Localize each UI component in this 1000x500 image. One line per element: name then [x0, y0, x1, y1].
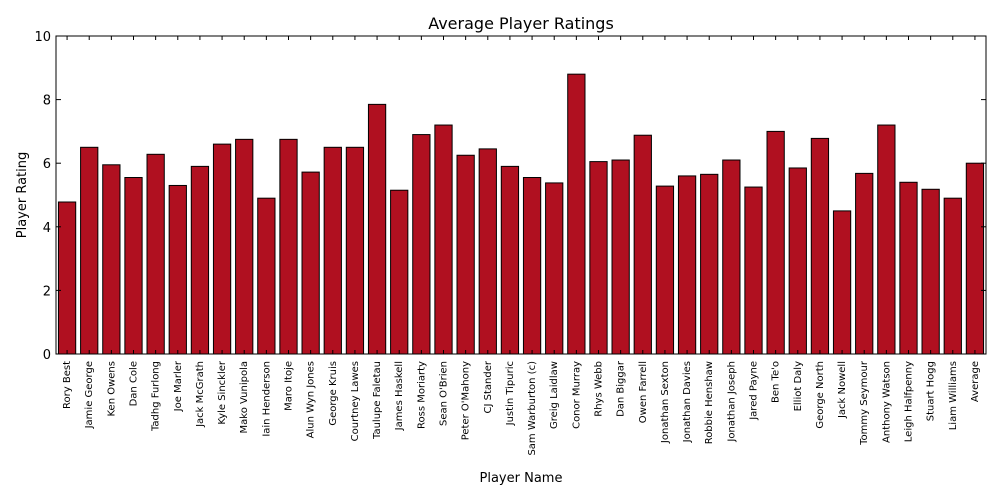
- bar-maro-itoje: [279, 138, 298, 355]
- bar-taulupe-faletau: [367, 103, 387, 355]
- x-axis-label: Player Name: [480, 471, 563, 486]
- bar-owen-farrell: [633, 134, 652, 355]
- x-tick-label: Jared Payne: [749, 361, 760, 421]
- x-tick-label: George Kruis: [328, 361, 339, 426]
- bar-ken-owens: [102, 164, 121, 355]
- x-tick-label: Justin Tipuric: [505, 361, 516, 426]
- x-axis-ticks: Rory Best Jamie George Ken Owens Dan Cole Ta…: [62, 36, 981, 456]
- bar-peter-o-mahony: [456, 154, 475, 355]
- y-tick-label: 10: [34, 30, 51, 45]
- x-tick-label: Peter O'Mahony: [461, 361, 472, 440]
- x-tick-label: Courtney Lawes: [350, 361, 361, 441]
- bars-group: [57, 73, 985, 355]
- x-tick-label: Dan Biggar: [616, 360, 627, 417]
- x-tick-label: Rory Best: [62, 361, 73, 409]
- x-tick-label: Maro Itoje: [284, 361, 295, 411]
- bar-jonathan-sexton: [655, 185, 675, 355]
- bar-ben-te-o: [766, 130, 785, 355]
- bar-iain-henderson: [257, 197, 276, 355]
- bar-rory-best: [57, 201, 77, 355]
- x-tick-label: Joe Marler: [173, 360, 184, 412]
- bar-joe-marler: [168, 184, 187, 355]
- x-tick-label: Sam Warburton (c): [527, 361, 538, 456]
- y-tick-label: 8: [43, 94, 51, 109]
- y-axis-label: Player Rating: [15, 152, 30, 239]
- x-tick-label: Liam Williams: [948, 361, 959, 430]
- x-tick-label: Rhys Webb: [594, 361, 605, 417]
- bar-anthony-watson: [877, 124, 896, 355]
- bar-sean-o-brien: [434, 124, 453, 355]
- y-tick-label: 0: [43, 348, 51, 363]
- bar-courtney-lawes: [345, 146, 365, 355]
- bar-stuart-hogg: [921, 188, 940, 355]
- y-tick-label: 4: [43, 221, 51, 236]
- bar-leigh-halfpenny: [899, 181, 918, 355]
- bar-jared-payne: [744, 186, 763, 355]
- x-tick-label: Anthony Watson: [881, 361, 892, 443]
- bar-greig-laidlaw: [545, 182, 564, 355]
- x-tick-label: Jack Nowell: [837, 361, 848, 419]
- bar-dan-cole: [124, 177, 143, 355]
- bar-mako-vunipola: [235, 138, 254, 355]
- bar-ross-moriarty: [412, 134, 431, 355]
- x-tick-label: Mako Vunipola: [239, 361, 250, 433]
- x-tick-label: Kyle Sinckler: [217, 360, 228, 425]
- x-tick-label: Jamie George: [84, 361, 95, 429]
- x-tick-label: Sean O'Brien: [439, 361, 450, 426]
- bar-tadhg-furlong: [146, 153, 165, 355]
- bar-jonathan-davies: [677, 175, 697, 355]
- x-tick-label: Jonathan Sexton: [660, 361, 671, 444]
- x-tick-label: Elliot Daly: [793, 361, 804, 411]
- bar-jack-nowell: [832, 210, 852, 355]
- bar-dan-biggar: [611, 159, 630, 355]
- bar-liam-williams: [943, 197, 962, 355]
- bar-kyle-sinckler: [212, 143, 232, 355]
- y-tick-label: 6: [43, 157, 51, 172]
- x-tick-label: Owen Farrell: [638, 361, 649, 423]
- x-tick-label: Ben Te'o: [771, 361, 782, 403]
- x-tick-label: Leigh Halfpenny: [904, 361, 915, 442]
- x-tick-label: James Haskell: [394, 361, 405, 431]
- chart-title: Average Player Ratings: [428, 14, 614, 33]
- bar-alun-wyn-jones: [301, 171, 320, 355]
- x-tick-label: Tadhg Furlong: [151, 361, 162, 432]
- x-tick-label: Robbie Henshaw: [704, 361, 715, 444]
- plot-frame: [55, 35, 987, 355]
- x-tick-label: Ross Moriarty: [416, 361, 427, 429]
- bar-conor-murray: [567, 73, 586, 355]
- plot-area: [56, 36, 986, 354]
- bar-tommy-seymour: [855, 172, 874, 355]
- x-tick-label: Tommy Seymour: [859, 360, 870, 446]
- x-tick-label: Greig Laidlaw: [549, 361, 560, 429]
- x-tick-label: Taulupe Faletau: [372, 361, 383, 440]
- bar-james-haskell: [390, 189, 409, 355]
- bar-george-kruis: [323, 146, 342, 355]
- x-tick-label: Jonathan Davies: [682, 361, 693, 443]
- bar-robbie-henshaw: [700, 173, 719, 355]
- x-tick-label: Jonathan Joseph: [726, 361, 737, 443]
- bar-jack-mcgrath: [190, 165, 210, 355]
- x-tick-label: Alun Wyn Jones: [306, 361, 317, 438]
- bar-sam-warburton-c: [522, 177, 542, 355]
- bar-rhys-webb: [589, 161, 608, 355]
- y-tick-label: 2: [43, 284, 51, 299]
- bar-jonathan-joseph: [722, 159, 741, 355]
- x-tick-label: George North: [815, 361, 826, 429]
- x-tick-label: Iain Henderson: [261, 361, 272, 437]
- bar-jamie-george: [80, 146, 99, 355]
- bar-elliot-daly: [788, 167, 807, 355]
- x-tick-label: Jack McGrath: [195, 361, 206, 428]
- bar-justin-tipuric: [500, 165, 520, 355]
- x-tick-label: Average: [970, 361, 981, 402]
- x-tick-label: Stuart Hogg: [926, 361, 937, 421]
- bar-george-north: [810, 137, 830, 355]
- x-tick-label: Ken Owens: [106, 361, 117, 416]
- bar-cj-stander: [478, 148, 497, 355]
- x-tick-label: Dan Cole: [129, 361, 140, 406]
- bar-average: [965, 162, 985, 355]
- x-tick-label: CJ Stander: [483, 360, 494, 413]
- x-tick-label: Conor Murray: [571, 361, 582, 429]
